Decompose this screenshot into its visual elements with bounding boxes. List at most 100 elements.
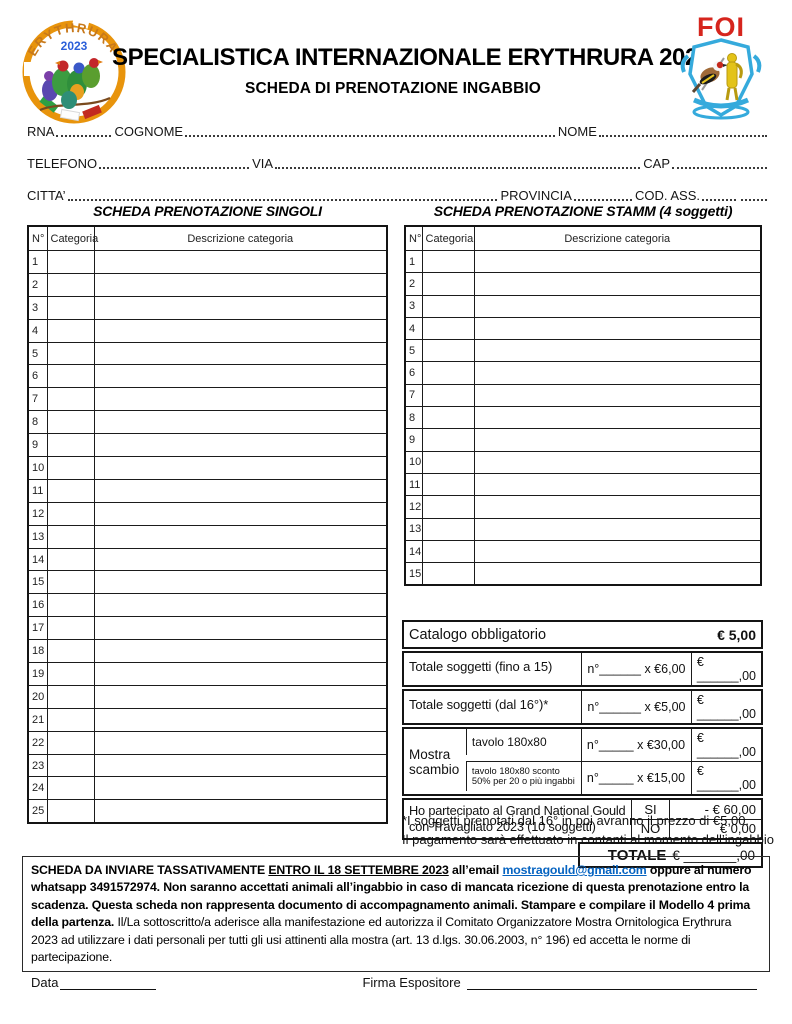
descrizione-cell[interactable] <box>93 387 388 412</box>
cognome-input[interactable] <box>185 123 555 137</box>
categoria-cell[interactable] <box>46 547 95 572</box>
descrizione-cell[interactable] <box>473 539 762 564</box>
cod-ass-input-2[interactable] <box>741 187 767 201</box>
descrizione-cell[interactable] <box>473 428 762 452</box>
categoria-cell[interactable] <box>46 570 95 595</box>
categoria-cell[interactable] <box>46 639 95 664</box>
categoria-cell[interactable] <box>46 295 95 320</box>
categoria-cell[interactable] <box>46 364 95 389</box>
categoria-cell[interactable] <box>421 272 475 296</box>
descrizione-cell[interactable] <box>473 406 762 430</box>
categoria-cell[interactable] <box>46 341 95 366</box>
descrizione-cell[interactable] <box>473 339 762 363</box>
categoria-cell[interactable] <box>421 539 475 564</box>
descrizione-cell[interactable] <box>473 517 762 541</box>
categoria-cell[interactable] <box>421 249 475 274</box>
categoria-cell[interactable] <box>46 776 95 801</box>
categoria-cell[interactable] <box>421 406 475 430</box>
categoria-cell[interactable] <box>421 450 475 474</box>
descrizione-cell[interactable] <box>93 547 388 572</box>
descrizione-cell[interactable] <box>93 410 388 435</box>
descrizione-cell[interactable] <box>473 361 762 385</box>
categoria-cell[interactable] <box>421 495 475 519</box>
descrizione-cell[interactable] <box>93 684 388 709</box>
descrizione-cell[interactable] <box>93 272 388 297</box>
categoria-cell[interactable] <box>46 478 95 503</box>
soggetti-fino15-amount-field[interactable]: € ______,00 <box>690 653 761 685</box>
categoria-cell[interactable] <box>421 361 475 385</box>
categoria-cell[interactable] <box>46 318 95 343</box>
descrizione-cell[interactable] <box>93 730 388 755</box>
descrizione-cell[interactable] <box>93 707 388 732</box>
descrizione-cell[interactable] <box>473 472 762 497</box>
soggetti-dal16-amount-field[interactable]: € ______,00 <box>690 691 761 723</box>
descrizione-cell[interactable] <box>93 478 388 503</box>
categoria-cell[interactable] <box>46 501 95 526</box>
descrizione-cell[interactable] <box>473 562 762 586</box>
categoria-cell[interactable] <box>421 562 475 586</box>
firma-input[interactable] <box>466 976 757 991</box>
categoria-cell[interactable] <box>46 616 95 641</box>
categoria-cell[interactable] <box>46 730 95 755</box>
descrizione-cell[interactable] <box>473 249 762 274</box>
categoria-cell[interactable] <box>46 456 95 480</box>
descrizione-cell[interactable] <box>473 495 762 519</box>
provincia-input[interactable] <box>573 187 632 201</box>
categoria-cell[interactable] <box>46 684 95 709</box>
descrizione-cell[interactable] <box>93 456 388 480</box>
categoria-cell[interactable] <box>46 272 95 297</box>
descrizione-cell[interactable] <box>93 341 388 366</box>
cap-input[interactable] <box>672 155 767 169</box>
categoria-cell[interactable] <box>46 753 95 778</box>
data-input[interactable] <box>60 976 157 991</box>
descrizione-cell[interactable] <box>93 570 388 595</box>
descrizione-cell[interactable] <box>93 799 388 824</box>
categoria-cell[interactable] <box>46 250 95 274</box>
descrizione-cell[interactable] <box>93 616 388 641</box>
tavolo-sconto-qty-field[interactable]: n°_____ x €15,00 <box>580 762 691 794</box>
categoria-cell[interactable] <box>421 339 475 363</box>
descrizione-cell[interactable] <box>93 250 388 274</box>
descrizione-cell[interactable] <box>93 364 388 389</box>
descrizione-cell[interactable] <box>93 433 388 458</box>
descrizione-cell[interactable] <box>473 383 762 408</box>
categoria-cell[interactable] <box>46 593 95 618</box>
citta-input[interactable] <box>67 187 498 201</box>
soggetti-dal16-qty-field[interactable]: n°______ x €5,00 <box>581 691 691 723</box>
descrizione-cell[interactable] <box>93 662 388 686</box>
descrizione-cell[interactable] <box>93 318 388 343</box>
categoria-cell[interactable] <box>421 472 475 497</box>
categoria-cell[interactable] <box>421 428 475 452</box>
categoria-cell[interactable] <box>421 316 475 341</box>
descrizione-cell[interactable] <box>473 272 762 296</box>
categoria-cell[interactable] <box>46 387 95 412</box>
categoria-cell[interactable] <box>421 517 475 541</box>
soggetti-fino15-qty-field[interactable]: n°______ x €6,00 <box>581 653 691 685</box>
descrizione-cell[interactable] <box>93 776 388 801</box>
descrizione-cell[interactable] <box>473 450 762 474</box>
via-input[interactable] <box>275 155 641 169</box>
tavolo-qty-field[interactable]: n°_____ x €30,00 <box>580 729 691 761</box>
email-link[interactable]: mostragould@gmail.com <box>502 863 647 877</box>
categoria-cell[interactable] <box>46 707 95 732</box>
categoria-cell[interactable] <box>46 662 95 686</box>
categoria-cell[interactable] <box>46 433 95 458</box>
descrizione-cell[interactable] <box>473 316 762 341</box>
categoria-cell[interactable] <box>421 294 475 318</box>
descrizione-cell[interactable] <box>93 524 388 549</box>
gould-no-option[interactable]: NO <box>640 821 661 837</box>
tavolo-sconto-amount-field[interactable]: € ______,00 <box>690 762 761 794</box>
categoria-cell[interactable] <box>46 524 95 549</box>
categoria-cell[interactable] <box>46 410 95 435</box>
nome-input[interactable] <box>598 123 767 137</box>
rna-input[interactable] <box>56 123 112 137</box>
tavolo-amount-field[interactable]: € ______,00 <box>690 729 761 761</box>
totale-amount-field[interactable]: € _______,00 <box>672 847 755 863</box>
gould-yes-option[interactable]: SI <box>644 801 657 817</box>
descrizione-cell[interactable] <box>93 295 388 320</box>
telefono-input[interactable] <box>99 155 250 169</box>
descrizione-cell[interactable] <box>93 593 388 618</box>
descrizione-cell[interactable] <box>473 294 762 318</box>
categoria-cell[interactable] <box>46 799 95 824</box>
descrizione-cell[interactable] <box>93 753 388 778</box>
